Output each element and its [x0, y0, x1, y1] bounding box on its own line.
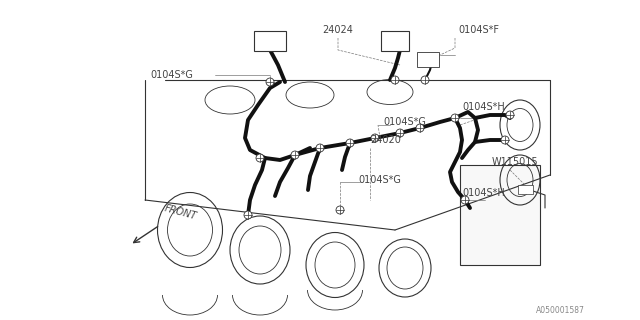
Circle shape: [506, 111, 514, 119]
Text: 24024: 24024: [323, 25, 353, 35]
Circle shape: [291, 151, 299, 159]
Circle shape: [451, 114, 459, 122]
Circle shape: [316, 144, 324, 152]
FancyBboxPatch shape: [254, 31, 286, 51]
Text: W115015: W115015: [492, 157, 539, 167]
FancyBboxPatch shape: [417, 52, 439, 67]
Circle shape: [391, 76, 399, 84]
Circle shape: [266, 78, 274, 86]
Text: 0104S*G: 0104S*G: [358, 175, 401, 185]
Text: A050001587: A050001587: [536, 306, 585, 315]
FancyBboxPatch shape: [518, 185, 532, 194]
Circle shape: [416, 124, 424, 132]
Circle shape: [244, 211, 252, 219]
FancyBboxPatch shape: [460, 165, 540, 265]
Circle shape: [421, 76, 429, 84]
Circle shape: [371, 134, 379, 142]
Text: 0104S*H: 0104S*H: [462, 188, 505, 198]
Circle shape: [396, 129, 404, 137]
Text: 0104S*H: 0104S*H: [462, 102, 505, 112]
Text: 0104S*G: 0104S*G: [150, 70, 193, 80]
Text: 24020: 24020: [370, 135, 401, 145]
Circle shape: [256, 154, 264, 162]
Circle shape: [346, 139, 354, 147]
Circle shape: [501, 136, 509, 144]
Circle shape: [461, 196, 469, 204]
Text: 0104S*F: 0104S*F: [458, 25, 499, 35]
Text: 0104S*G: 0104S*G: [383, 117, 426, 127]
Circle shape: [336, 206, 344, 214]
Text: FRONT: FRONT: [163, 204, 198, 222]
FancyBboxPatch shape: [381, 31, 409, 51]
